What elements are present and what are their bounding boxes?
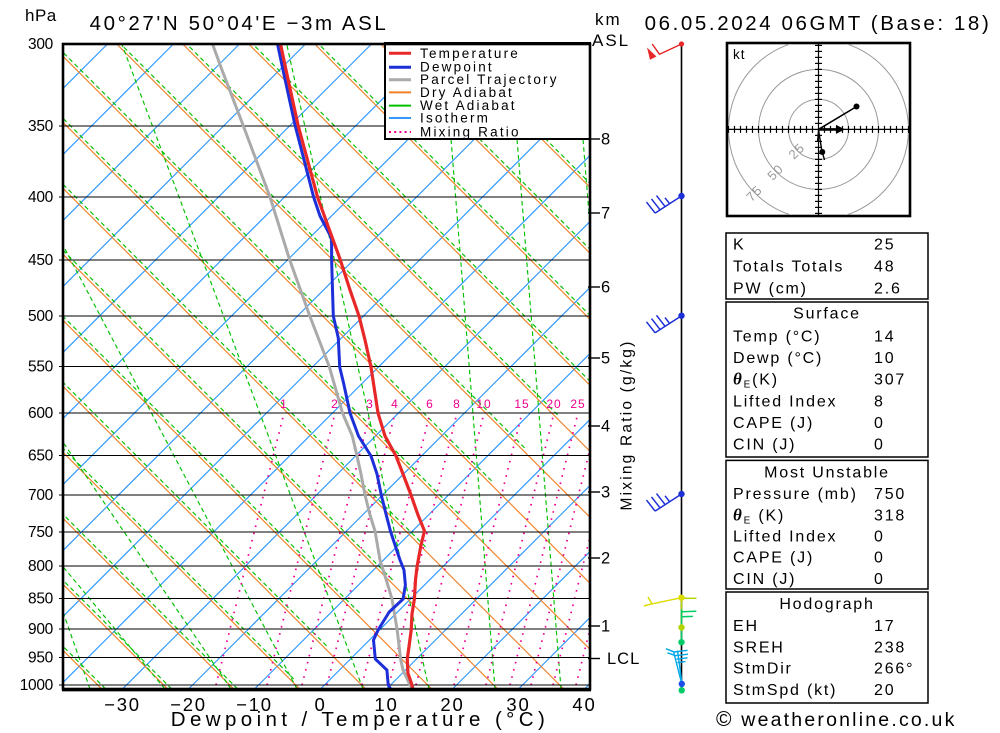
svg-text:Parcel Trajectory: Parcel Trajectory — [420, 72, 559, 87]
svg-text:10: 10 — [476, 397, 491, 411]
svg-text:266°: 266° — [874, 661, 914, 678]
svg-text:318: 318 — [874, 507, 906, 524]
svg-text:Wet Adiabat: Wet Adiabat — [420, 98, 517, 113]
svg-text:600: 600 — [28, 405, 54, 422]
svg-text:900: 900 — [28, 621, 54, 638]
svg-text:Dewpoint / Temperature (°C): Dewpoint / Temperature (°C) — [171, 708, 549, 731]
svg-text:K: K — [733, 237, 745, 254]
svg-text:2.6: 2.6 — [874, 281, 902, 298]
svg-text:750: 750 — [874, 486, 906, 503]
svg-text:0: 0 — [874, 529, 885, 546]
svg-text:40: 40 — [572, 694, 596, 715]
svg-text:48: 48 — [874, 259, 895, 276]
svg-text:17: 17 — [874, 618, 895, 635]
svg-text:CIN (J): CIN (J) — [733, 571, 796, 588]
svg-text:3: 3 — [601, 484, 611, 502]
svg-text:8: 8 — [874, 393, 885, 410]
svg-text:Surface: Surface — [793, 306, 861, 323]
svg-text:5: 5 — [601, 350, 611, 368]
svg-text:CAPE (J): CAPE (J) — [733, 415, 814, 432]
svg-text:Most Unstable: Most Unstable — [764, 465, 890, 482]
svg-text:20: 20 — [440, 694, 464, 715]
svg-text:0: 0 — [314, 694, 326, 715]
svg-text:1: 1 — [601, 618, 611, 636]
svg-text:800: 800 — [28, 558, 54, 575]
svg-text:2: 2 — [601, 550, 611, 568]
svg-text:Hodograph: Hodograph — [779, 596, 874, 613]
svg-text:Temp (°C): Temp (°C) — [733, 329, 821, 346]
svg-text:30: 30 — [506, 694, 530, 715]
svg-text:20: 20 — [874, 682, 895, 699]
svg-text:20: 20 — [546, 397, 561, 411]
svg-text:−30: −30 — [104, 694, 141, 715]
svg-text:LCL: LCL — [607, 650, 640, 668]
svg-text:SREH: SREH — [733, 639, 785, 656]
svg-text:Mixing Ratio: Mixing Ratio — [420, 125, 521, 140]
svg-text:307: 307 — [874, 372, 906, 389]
svg-text:450: 450 — [28, 252, 54, 269]
svg-text:6: 6 — [426, 397, 434, 411]
svg-text:850: 850 — [28, 591, 54, 608]
svg-text:km: km — [595, 10, 622, 29]
svg-text:7: 7 — [601, 205, 611, 223]
svg-text:8: 8 — [453, 397, 461, 411]
svg-text:1000: 1000 — [20, 677, 54, 694]
svg-text:4: 4 — [601, 418, 611, 436]
svg-text:238: 238 — [874, 639, 906, 656]
svg-text:25: 25 — [570, 397, 585, 411]
svg-text:0: 0 — [874, 415, 885, 432]
svg-text:Dewpoint: Dewpoint — [420, 60, 494, 75]
svg-text:3: 3 — [366, 397, 374, 411]
svg-text:40°27'N 50°04'E −3m ASL: 40°27'N 50°04'E −3m ASL — [90, 12, 389, 35]
svg-text:300: 300 — [28, 36, 54, 53]
svg-text:θE(K): θE(K) — [733, 370, 779, 391]
svg-text:6: 6 — [601, 279, 611, 297]
svg-text:Isotherm: Isotherm — [420, 111, 490, 126]
svg-text:1: 1 — [280, 397, 288, 411]
svg-text:550: 550 — [28, 359, 54, 376]
svg-text:CIN (J): CIN (J) — [733, 437, 796, 454]
svg-text:14: 14 — [874, 329, 895, 346]
svg-text:700: 700 — [28, 487, 54, 504]
svg-text:ASL: ASL — [592, 31, 630, 50]
svg-text:Lifted Index: Lifted Index — [733, 393, 837, 410]
svg-text:StmDir: StmDir — [733, 661, 793, 678]
svg-text:hPa: hPa — [25, 6, 57, 25]
svg-text:0: 0 — [874, 550, 885, 567]
svg-text:25: 25 — [874, 237, 895, 254]
svg-text:Temperature: Temperature — [420, 46, 520, 61]
svg-text:© weatheronline.co.uk: © weatheronline.co.uk — [716, 708, 957, 731]
svg-text:350: 350 — [28, 118, 54, 135]
svg-text:PW (cm): PW (cm) — [733, 281, 808, 298]
svg-text:Pressure (mb): Pressure (mb) — [733, 486, 858, 503]
svg-text:EH: EH — [733, 618, 759, 635]
svg-text:Dry Adiabat: Dry Adiabat — [420, 85, 514, 100]
svg-text:06.05.2024 06GMT (Base: 18): 06.05.2024 06GMT (Base: 18) — [645, 12, 992, 35]
svg-text:−10: −10 — [236, 694, 273, 715]
svg-text:0: 0 — [874, 437, 885, 454]
svg-text:400: 400 — [28, 189, 54, 206]
svg-text:500: 500 — [28, 308, 54, 325]
svg-text:4: 4 — [391, 397, 399, 411]
svg-text:StmSpd (kt): StmSpd (kt) — [733, 682, 837, 699]
svg-text:CAPE (J): CAPE (J) — [733, 550, 814, 567]
svg-text:Dewp (°C): Dewp (°C) — [733, 350, 823, 367]
svg-text:θE (K): θE (K) — [733, 505, 785, 526]
svg-text:650: 650 — [28, 448, 54, 465]
svg-text:2: 2 — [331, 397, 339, 411]
svg-text:Lifted Index: Lifted Index — [733, 529, 837, 546]
svg-text:8: 8 — [601, 131, 611, 149]
svg-text:Mixing Ratio (g/kg): Mixing Ratio (g/kg) — [619, 339, 636, 510]
svg-text:kt: kt — [733, 47, 746, 62]
svg-text:950: 950 — [28, 650, 54, 667]
svg-text:10: 10 — [374, 694, 398, 715]
svg-text:Totals Totals: Totals Totals — [733, 259, 844, 276]
svg-text:750: 750 — [28, 524, 54, 541]
svg-text:10: 10 — [874, 350, 895, 367]
svg-text:−20: −20 — [170, 694, 207, 715]
svg-text:0: 0 — [874, 571, 885, 588]
svg-text:15: 15 — [514, 397, 529, 411]
